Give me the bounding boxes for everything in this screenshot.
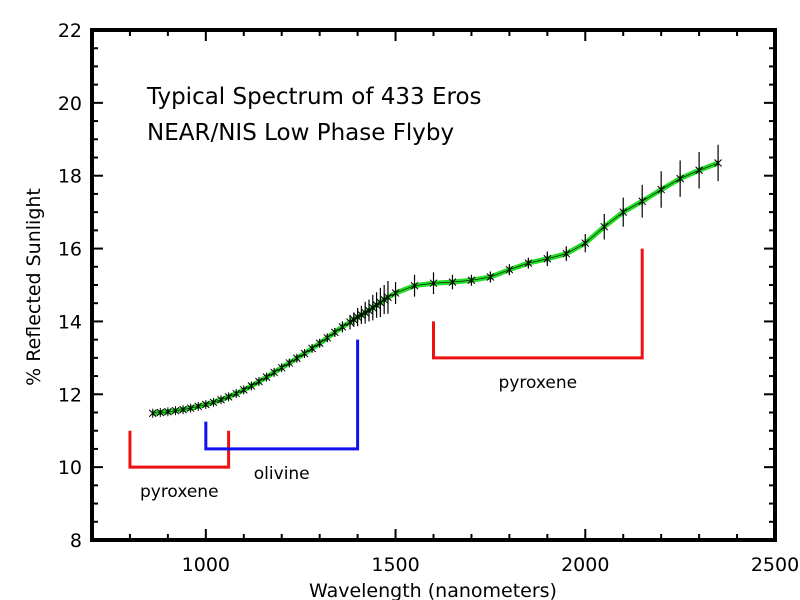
- data-point: [695, 152, 703, 189]
- band-label-pyroxene: pyroxene: [499, 373, 578, 393]
- data-point: [391, 282, 400, 304]
- x-tick-label: 1000: [182, 554, 230, 576]
- x-tick-label: 1500: [371, 554, 419, 576]
- fit-line-core: [152, 162, 719, 414]
- data-point: [330, 327, 339, 337]
- data-point: [171, 406, 180, 416]
- fit-line: [152, 160, 719, 416]
- absorption-band-annotations: pyroxene olivine pyroxene: [128, 248, 644, 502]
- data-point: [365, 299, 373, 322]
- data-point: [164, 407, 172, 417]
- data-point: [217, 395, 225, 405]
- data-point: [714, 144, 722, 182]
- data-point: [361, 301, 370, 324]
- data-point: [467, 274, 476, 286]
- data-point: [293, 353, 301, 363]
- data-point: [224, 392, 233, 402]
- data-point: [429, 272, 438, 295]
- data-point: [270, 367, 278, 377]
- data-point: [353, 307, 362, 327]
- data-point: [380, 285, 389, 315]
- data-point: [201, 399, 210, 409]
- data-point: [148, 408, 157, 418]
- band-label-pyroxene: pyroxene: [140, 482, 219, 502]
- data-point: [247, 381, 256, 391]
- chart-title: Typical Spectrum of 433 Eros: [146, 84, 482, 110]
- data-point: [308, 343, 316, 353]
- data-point: [232, 389, 241, 399]
- data-point: [384, 280, 392, 314]
- y-tick-label: 18: [58, 166, 82, 188]
- y-axis-label: % Reflected Sunlight: [23, 188, 45, 386]
- data-point: [209, 397, 218, 407]
- data-point: [448, 274, 457, 290]
- data-point: [338, 321, 347, 333]
- data-point: [357, 305, 366, 324]
- data-point: [372, 292, 381, 318]
- data-point: [179, 405, 187, 415]
- data-point: [657, 171, 666, 208]
- y-tick-label: 8: [70, 530, 82, 552]
- data-point: [581, 234, 590, 253]
- data-point: [277, 363, 286, 373]
- band-label-olivine: olivine: [254, 464, 310, 484]
- data-point: [156, 408, 165, 417]
- data-point: [368, 294, 377, 321]
- data-points: [148, 144, 722, 418]
- y-tick-label: 14: [58, 311, 82, 333]
- data-point: [315, 338, 324, 348]
- y-tick-label: 16: [58, 239, 82, 261]
- data-point: [676, 160, 684, 197]
- x-tick-label: 2000: [561, 554, 609, 576]
- y-tick-label: 12: [58, 384, 82, 406]
- data-point: [186, 403, 195, 413]
- data-point: [638, 184, 647, 218]
- data-point: [346, 314, 354, 330]
- x-axis-label: Wavelength (nanometers): [309, 580, 557, 600]
- data-point: [285, 358, 294, 368]
- data-point: [323, 333, 332, 343]
- chart-subtitle: NEAR/NIS Low Phase Flyby: [147, 120, 454, 146]
- y-tick-label: 20: [58, 93, 82, 115]
- data-point: [262, 372, 271, 382]
- data-point: [524, 257, 533, 269]
- data-point: [410, 274, 419, 297]
- axis-ticks: [91, 29, 776, 541]
- data-point: [486, 271, 495, 283]
- data-point: [543, 251, 552, 267]
- data-point: [239, 385, 248, 395]
- y-tick-labels: 8 10 12 14 16 18 20 22: [58, 20, 82, 552]
- data-point: [619, 197, 628, 227]
- x-tick-labels: 1000 1500 2000 2500: [182, 554, 800, 576]
- band-bracket-olivine: [204, 339, 360, 451]
- data-point: [300, 348, 309, 358]
- y-tick-label: 22: [58, 20, 82, 42]
- data-point: [255, 377, 263, 387]
- data-point: [562, 246, 571, 261]
- band-bracket-pyroxene: [432, 248, 644, 360]
- y-tick-label: 10: [58, 457, 82, 479]
- data-point: [194, 401, 203, 411]
- data-point: [349, 312, 358, 327]
- x-tick-label: 2500: [751, 554, 799, 576]
- data-point: [505, 264, 514, 276]
- data-point: [600, 213, 609, 240]
- data-point: [376, 287, 385, 318]
